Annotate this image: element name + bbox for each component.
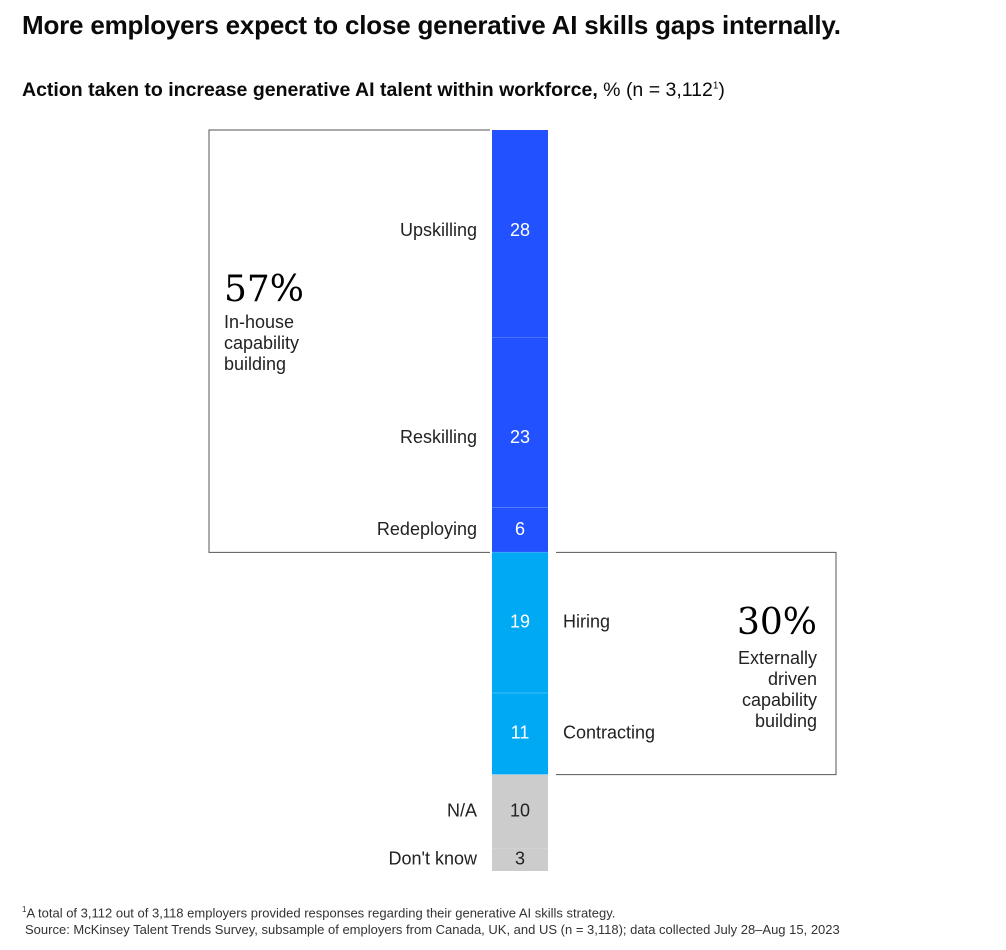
footnote-text: A total of 3,112 out of 3,118 employers …: [26, 905, 616, 921]
subtitle-unit: % (n = 3,112: [597, 79, 713, 101]
data-label-n-a: 10: [510, 800, 530, 820]
group-desc-external-1: driven: [768, 669, 817, 689]
category-label-don-t-know: Don't know: [389, 849, 478, 869]
bar-segment-hiring: [492, 552, 548, 694]
footnote: 1A total of 3,112 out of 3,118 employers…: [22, 905, 615, 920]
data-label-don-t-know: 3: [515, 849, 525, 869]
group-desc-external-2: capability: [742, 690, 817, 710]
source-note: Source: McKinsey Talent Trends Survey, s…: [25, 922, 840, 937]
chart-subtitle: Action taken to increase generative AI t…: [22, 79, 725, 102]
group-desc-in-house-1: capability: [224, 333, 299, 353]
bar-segment-reskilling: [492, 337, 548, 508]
bracket-external: [556, 551, 837, 776]
data-label-contracting: 11: [511, 723, 530, 743]
group-desc-external-3: building: [755, 711, 817, 731]
subtitle-close: ): [718, 79, 725, 101]
subtitle-bold: Action taken to increase generative AI t…: [22, 79, 598, 101]
footnote-marker: 1: [22, 905, 27, 914]
data-label-reskilling: 23: [510, 427, 530, 447]
data-label-upskilling: 28: [510, 220, 530, 240]
bracket-in-house: [208, 129, 490, 553]
bar-segment-redeploying: [492, 507, 548, 553]
category-label-reskilling: Reskilling: [400, 427, 477, 447]
group-pct-external: 30%: [737, 602, 817, 643]
group-desc-in-house-2: building: [224, 354, 286, 374]
group-desc-in-house-0: In-house: [224, 312, 294, 332]
category-label-contracting: Contracting: [563, 723, 655, 743]
stacked-bar-chart: 28 Upskilling 23 Reskilling 6 Redeploying 19 Hi…: [208, 129, 837, 871]
category-label-upskilling: Upskilling: [400, 220, 477, 240]
category-label-redeploying: Redeploying: [377, 519, 477, 539]
group-pct-in-house: 57%: [224, 269, 304, 310]
bar-segment-contracting: [492, 693, 548, 775]
bar-segment-don-t-know: [492, 848, 548, 871]
category-label-hiring: Hiring: [563, 612, 610, 632]
chart-title: More employers expect to close generativ…: [22, 10, 841, 40]
data-label-hiring: 19: [510, 612, 530, 632]
bar-segment-n-a: [492, 774, 548, 849]
category-label-n-a: N/A: [447, 800, 477, 820]
group-desc-external-0: Externally: [738, 648, 817, 668]
subtitle-footnote-marker: 1: [712, 80, 719, 92]
bar-segment-upskilling: [492, 130, 548, 338]
data-label-redeploying: 6: [515, 519, 525, 539]
